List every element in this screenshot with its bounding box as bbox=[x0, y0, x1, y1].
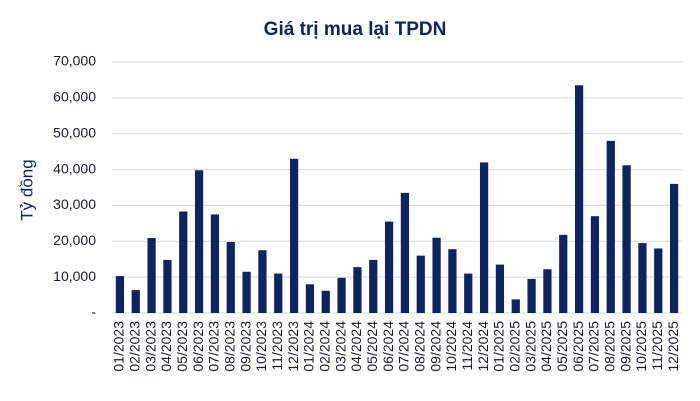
x-tick-label: 10/2024 bbox=[443, 321, 459, 372]
x-tick-label: 06/2023 bbox=[190, 321, 206, 372]
x-tick-label: 11/2025 bbox=[649, 321, 665, 371]
bar bbox=[495, 264, 505, 313]
x-tick-label: 07/2025 bbox=[586, 321, 602, 372]
bar bbox=[527, 278, 536, 313]
x-tick-label: 03/2023 bbox=[142, 321, 158, 372]
bar bbox=[606, 140, 615, 313]
bar bbox=[448, 249, 457, 313]
x-tick-label: 01/2025 bbox=[491, 321, 507, 372]
x-tick-label: 09/2025 bbox=[617, 321, 633, 372]
x-tick-label: 08/2023 bbox=[221, 321, 237, 372]
x-tick-label: 07/2024 bbox=[396, 321, 412, 372]
x-tick-label: 11/2024 bbox=[459, 321, 475, 371]
bar bbox=[384, 221, 394, 313]
bar bbox=[464, 273, 473, 313]
y-tick-label: 60,000 bbox=[53, 89, 96, 105]
x-tick-label: 05/2023 bbox=[174, 321, 190, 372]
y-tick-label: 20,000 bbox=[53, 232, 96, 248]
bar bbox=[590, 216, 600, 313]
bar bbox=[574, 85, 584, 313]
bar bbox=[258, 250, 267, 313]
bar bbox=[337, 277, 346, 313]
x-tick-label: 05/2025 bbox=[554, 321, 570, 372]
y-tick-label: 70,000 bbox=[53, 53, 96, 69]
y-tick-label: - bbox=[91, 304, 96, 320]
bar bbox=[210, 214, 220, 313]
x-tick-label: 10/2023 bbox=[253, 321, 269, 372]
y-axis-label: Tỷ đồng bbox=[17, 159, 36, 220]
bar bbox=[479, 162, 489, 313]
y-tick-label: 50,000 bbox=[53, 124, 96, 140]
bar bbox=[163, 259, 172, 313]
x-tick-label: 09/2024 bbox=[427, 321, 443, 372]
x-tick-label: 05/2024 bbox=[364, 321, 380, 372]
bar bbox=[543, 269, 552, 313]
x-tick-label: 09/2023 bbox=[237, 321, 253, 372]
bar bbox=[432, 237, 441, 313]
bar bbox=[274, 273, 283, 313]
x-tick-label: 02/2024 bbox=[316, 321, 332, 372]
bar bbox=[242, 271, 251, 313]
bar bbox=[131, 290, 140, 313]
x-tick-label: 07/2023 bbox=[206, 321, 222, 372]
y-tick-label: 40,000 bbox=[53, 160, 96, 176]
bar bbox=[194, 170, 204, 313]
bar bbox=[305, 284, 315, 313]
bar bbox=[622, 165, 631, 313]
chart-title: Giá trị mua lại TPDN bbox=[264, 19, 447, 40]
bar bbox=[353, 267, 362, 313]
x-tick-label: 10/2025 bbox=[633, 321, 649, 372]
x-tick-label: 04/2025 bbox=[538, 321, 554, 372]
bar bbox=[654, 248, 663, 313]
y-tick-label: 10,000 bbox=[53, 268, 96, 284]
bar bbox=[400, 192, 410, 313]
bar bbox=[416, 255, 425, 313]
x-tick-label: 06/2025 bbox=[570, 321, 586, 372]
x-tick-label: 08/2025 bbox=[601, 321, 617, 372]
x-tick-label: 12/2025 bbox=[665, 321, 681, 372]
x-tick-label: 03/2025 bbox=[522, 321, 538, 372]
x-tick-label: 02/2025 bbox=[506, 321, 522, 372]
x-tick-label: 12/2023 bbox=[285, 321, 301, 372]
x-tick-label: 04/2023 bbox=[158, 321, 174, 372]
bar bbox=[669, 183, 679, 313]
bar bbox=[638, 243, 647, 313]
bar bbox=[369, 259, 378, 313]
x-tick-label: 06/2024 bbox=[380, 321, 396, 372]
bar bbox=[559, 234, 568, 313]
x-tick-label: 01/2023 bbox=[111, 321, 127, 372]
bar bbox=[115, 276, 125, 313]
x-tick-label: 11/2023 bbox=[269, 321, 285, 371]
y-tick-label: 30,000 bbox=[53, 196, 96, 212]
bar bbox=[226, 242, 235, 313]
x-tick-label: 03/2024 bbox=[332, 321, 348, 372]
x-tick-label: 04/2024 bbox=[348, 321, 364, 372]
bar bbox=[179, 211, 188, 313]
bar bbox=[289, 158, 299, 313]
bar bbox=[321, 290, 330, 313]
bar bbox=[511, 299, 520, 313]
x-tick-label: 08/2024 bbox=[411, 321, 427, 372]
x-tick-label: 01/2024 bbox=[301, 321, 317, 372]
x-tick-label: 02/2023 bbox=[126, 321, 142, 372]
x-tick-label: 12/2024 bbox=[475, 321, 491, 372]
bar bbox=[147, 238, 156, 313]
